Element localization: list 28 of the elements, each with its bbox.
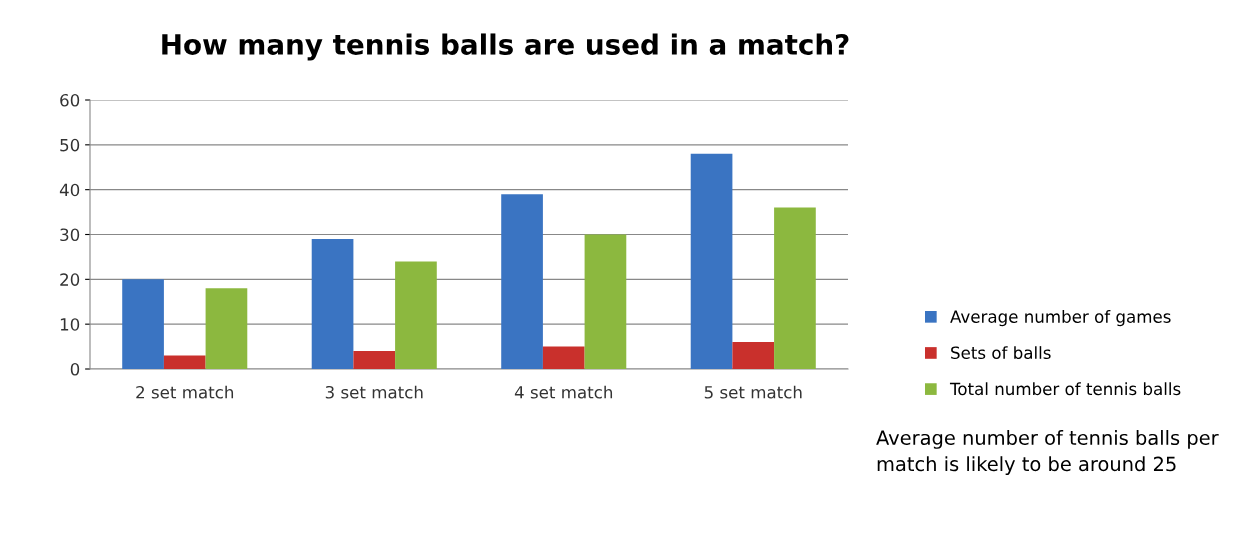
bar — [774, 207, 816, 369]
y-tick-label: 50 — [60, 138, 80, 152]
y-tick-label: 10 — [60, 318, 80, 331]
bar — [205, 288, 248, 369]
y-tick-label: 60 — [60, 93, 80, 107]
x-tick-label: 4 set match — [514, 385, 613, 399]
bar — [353, 351, 396, 369]
y-tick-label: 40 — [59, 183, 80, 197]
bar — [690, 153, 733, 369]
chart-title: How many tennis balls are used in a match? — [162, 33, 849, 61]
bar — [311, 238, 354, 369]
bar — [163, 355, 206, 369]
x-tick-label: 3 set match — [325, 385, 423, 399]
y-tick-label: 30 — [60, 228, 80, 242]
bar — [501, 194, 543, 369]
y-tick-label: 20 — [60, 273, 80, 286]
text: Average number of tennis balls per match is likely to be around 25 — [876, 430, 1219, 476]
legend-label: Sets of balls — [951, 346, 1051, 360]
legend-label: Total number of tennis balls — [949, 382, 1181, 396]
legend-label: Average number of games — [950, 310, 1171, 327]
x-tick-label: 2 set match — [136, 385, 234, 399]
y-tick-label: 0 — [70, 362, 80, 376]
bar — [732, 342, 775, 369]
bar — [542, 346, 585, 369]
bar — [122, 279, 164, 369]
bar — [395, 261, 437, 369]
x-tick-label: 5 set match — [704, 385, 802, 399]
bar — [584, 234, 627, 369]
